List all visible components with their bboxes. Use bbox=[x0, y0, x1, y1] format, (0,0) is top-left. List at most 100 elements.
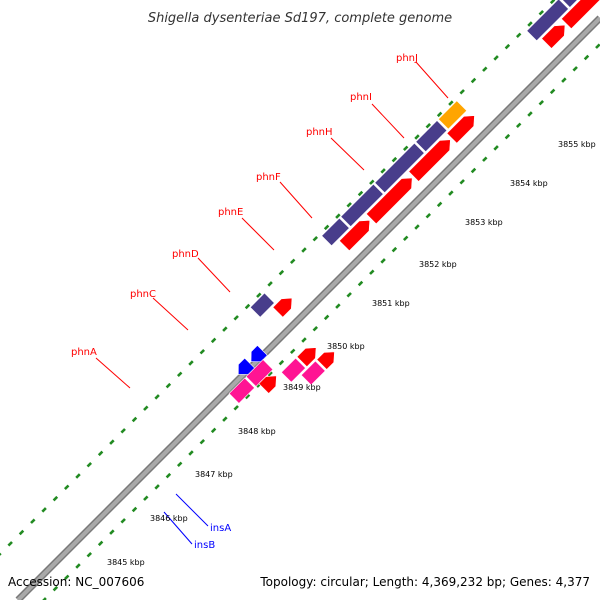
tick-dot bbox=[517, 124, 521, 128]
tick-dot bbox=[212, 339, 216, 343]
leader-phnA bbox=[96, 358, 130, 388]
tick-dot bbox=[144, 406, 148, 410]
map-title: Shigella dysenteriae Sd197, complete gen… bbox=[148, 11, 452, 26]
tick-dot bbox=[472, 79, 476, 83]
tick-dot bbox=[155, 485, 159, 489]
tick-dot bbox=[99, 452, 103, 456]
genome-backbone bbox=[18, 18, 600, 600]
leader-phnJ bbox=[416, 62, 448, 98]
tick-dot bbox=[506, 45, 510, 49]
tick-dot bbox=[573, 67, 577, 71]
tick-dot bbox=[212, 429, 216, 433]
genome-map: Shigella dysenteriae Sd197, complete gen… bbox=[0, 0, 600, 600]
tick-dot bbox=[393, 158, 397, 162]
tick-dot bbox=[133, 508, 137, 512]
tick-dot bbox=[347, 203, 351, 207]
leader-phnI bbox=[372, 104, 404, 138]
tick-dot bbox=[201, 440, 205, 444]
tick-dot bbox=[483, 157, 487, 161]
tick-dot bbox=[359, 282, 363, 286]
gene-labels: phnA phnC phnD phnE phnF phnH phnI phnJ … bbox=[71, 53, 418, 551]
tick-dot bbox=[314, 237, 318, 241]
tick-dot bbox=[144, 496, 148, 500]
gene-arrow-rev-1 bbox=[273, 298, 292, 317]
gene-label-phnH: phnH bbox=[306, 127, 333, 138]
tick-dot bbox=[291, 350, 295, 354]
scale-label-3846: 3846 kbp bbox=[150, 514, 188, 523]
gene-label-phnF: phnF bbox=[256, 172, 281, 183]
tick-dot bbox=[370, 270, 374, 274]
tick-dot bbox=[42, 508, 46, 512]
tick-dot bbox=[121, 519, 125, 523]
tick-dot bbox=[178, 373, 182, 377]
leader-phnF bbox=[280, 182, 312, 218]
tick-dot bbox=[88, 553, 92, 557]
tick-dot bbox=[314, 327, 318, 331]
genome-summary-text: Topology: circular; Length: 4,369,232 bp… bbox=[260, 575, 590, 589]
tick-dot bbox=[0, 553, 1, 557]
tick-dot bbox=[155, 395, 159, 399]
tick-dot bbox=[596, 44, 600, 48]
tick-dot bbox=[167, 474, 171, 478]
tick-dot bbox=[110, 530, 114, 534]
gene-arrow-insA bbox=[251, 345, 267, 361]
tick-dot bbox=[551, 0, 555, 3]
tick-dot bbox=[551, 90, 555, 94]
tick-dot bbox=[110, 440, 114, 444]
scale-label-3854: 3854 kbp bbox=[510, 179, 548, 188]
gene-label-phnA: phnA bbox=[71, 347, 97, 358]
accession-text: Accession: NC_007606 bbox=[8, 575, 144, 589]
tick-dot bbox=[359, 192, 363, 196]
tick-dot bbox=[223, 327, 227, 331]
tick-dot bbox=[302, 248, 306, 252]
tick-dot bbox=[472, 169, 476, 173]
tick-dot bbox=[449, 191, 453, 195]
gene-label-phnJ: phnJ bbox=[396, 53, 418, 64]
tick-dots bbox=[0, 0, 600, 600]
scale-label-3847: 3847 kbp bbox=[195, 470, 233, 479]
tick-dot bbox=[280, 361, 284, 365]
tick-dot bbox=[562, 78, 566, 82]
leader-phnH bbox=[331, 138, 364, 170]
gene-label-insA: insA bbox=[210, 523, 231, 534]
scale-label-3850: 3850 kbp bbox=[327, 342, 365, 351]
tick-dot bbox=[506, 135, 510, 139]
tick-dot bbox=[325, 316, 329, 320]
scale-label-3855: 3855 kbp bbox=[558, 140, 596, 149]
scale-label-3845: 3845 kbp bbox=[107, 558, 145, 567]
tick-dot bbox=[494, 56, 498, 60]
tick-dot bbox=[427, 124, 431, 128]
tick-dot bbox=[585, 56, 589, 60]
tick-dot bbox=[483, 67, 487, 71]
tick-dot bbox=[438, 113, 442, 117]
tick-dot bbox=[178, 463, 182, 467]
gene-label-phnI: phnI bbox=[350, 92, 372, 103]
tick-dot bbox=[246, 305, 250, 309]
tick-dot bbox=[404, 237, 408, 241]
gene-label-phnC: phnC bbox=[130, 289, 156, 300]
tick-dot bbox=[540, 101, 544, 105]
tick-dot bbox=[427, 214, 431, 218]
tick-dot bbox=[189, 451, 193, 455]
tick-dot bbox=[460, 180, 464, 184]
tick-dot bbox=[494, 146, 498, 150]
scale-label-3849: 3849 kbp bbox=[283, 383, 321, 392]
tick-dot bbox=[65, 486, 69, 490]
gene-label-phnD: phnD bbox=[172, 249, 199, 260]
tick-dot bbox=[449, 101, 453, 105]
tick-dot bbox=[336, 304, 340, 308]
scale-label-3852: 3852 kbp bbox=[419, 260, 457, 269]
leader-phnE bbox=[242, 218, 274, 250]
scale-label-3848: 3848 kbp bbox=[238, 427, 276, 436]
tick-dot bbox=[121, 429, 125, 433]
tick-row-forward bbox=[0, 0, 554, 557]
tick-dot bbox=[76, 474, 80, 478]
tick-dot bbox=[99, 542, 103, 546]
tick-dot bbox=[381, 169, 385, 173]
tick-dot bbox=[31, 519, 35, 523]
tick-dot bbox=[234, 316, 238, 320]
tick-dot bbox=[257, 293, 261, 297]
tick-dot bbox=[302, 338, 306, 342]
gene-label-insB: insB bbox=[194, 540, 215, 551]
tick-dot bbox=[528, 22, 532, 26]
